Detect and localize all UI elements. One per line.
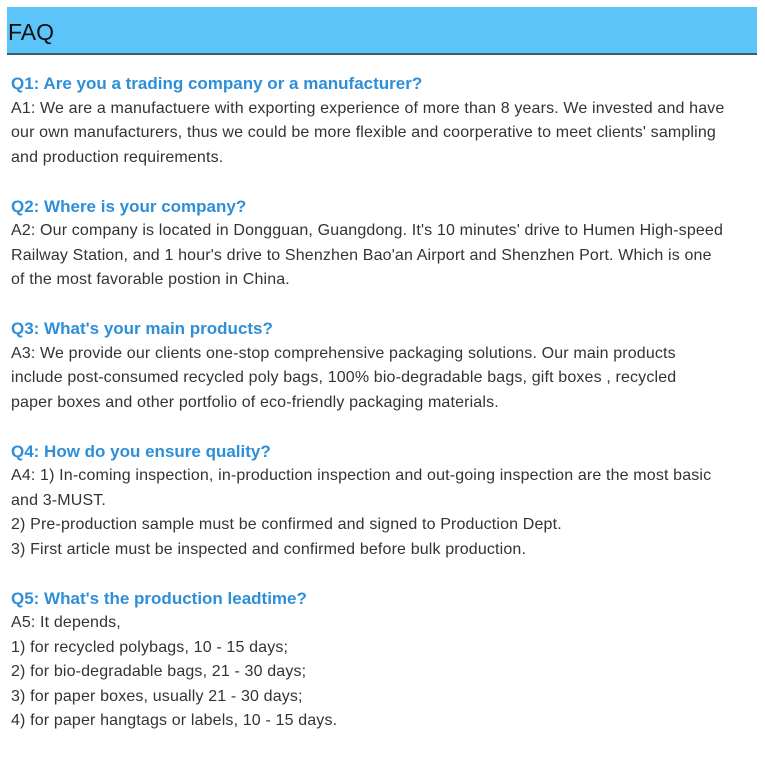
faq-answer-line: A1: We are a manufactuere with exporting… — [11, 99, 725, 117]
faq-answer-line: of the most favorable postion in China. — [11, 271, 290, 288]
faq-header: FAQ — [7, 7, 757, 55]
faq-item-1: Q1: Are you a trading company or a manuf… — [11, 72, 761, 170]
faq-answer-line: A3: We provide our clients one-stop comp… — [11, 344, 676, 362]
faq-answer-line: 3) for paper boxes, usually 21 - 30 days… — [11, 687, 303, 705]
faq-item-3: Q3: What's your main products? A3: We pr… — [11, 317, 761, 415]
faq-question: Q1: Are you a trading company or a manuf… — [11, 74, 423, 93]
faq-question: Q3: What's your main products? — [11, 319, 273, 338]
faq-answer-line: A2: Our company is located in Dongguan, … — [11, 222, 724, 239]
faq-question: Q5: What's the production leadtime? — [11, 588, 307, 608]
faq-item-4: Q4: How do you ensure quality? A4: 1) In… — [11, 440, 761, 563]
faq-answer-line: A4: 1) In-coming inspection, in-producti… — [11, 467, 712, 484]
faq-question: Q2: Where is your company? — [11, 196, 247, 216]
faq-answer-line: A5: It depends, — [11, 614, 121, 631]
faq-answer-line: Railway Station, and 1 hour's drive to S… — [11, 246, 712, 264]
faq-answer-line: paper boxes and other portfolio of eco-f… — [11, 393, 499, 411]
faq-answer-line: include post-consumed recycled poly bags… — [11, 369, 677, 386]
faq-answer-line: 1) for recycled polybags, 10 - 15 days; — [11, 638, 289, 656]
faq-question: Q4: How do you ensure quality? — [11, 441, 271, 461]
faq-item-5: Q5: What's the production leadtime? A5: … — [11, 587, 761, 734]
faq-answer-line: 4) for paper hangtags or labels, 10 - 15… — [11, 712, 338, 729]
faq-answer-line: and 3-MUST. — [11, 491, 107, 509]
faq-list: Q1: Are you a trading company or a manuf… — [11, 72, 761, 758]
faq-answer-line: and production requirements. — [11, 148, 224, 166]
faq-item-2: Q2: Where is your company? A2: Our compa… — [11, 195, 761, 293]
faq-answer-line: our own manufacturers, thus we could be … — [11, 124, 716, 141]
page-title: FAQ — [8, 19, 55, 45]
faq-answer-line: 2) Pre-production sample must be confirm… — [11, 516, 562, 533]
faq-answer-line: 2) for bio-degradable bags, 21 - 30 days… — [11, 663, 307, 680]
faq-answer-line: 3) First article must be inspected and c… — [11, 540, 527, 558]
